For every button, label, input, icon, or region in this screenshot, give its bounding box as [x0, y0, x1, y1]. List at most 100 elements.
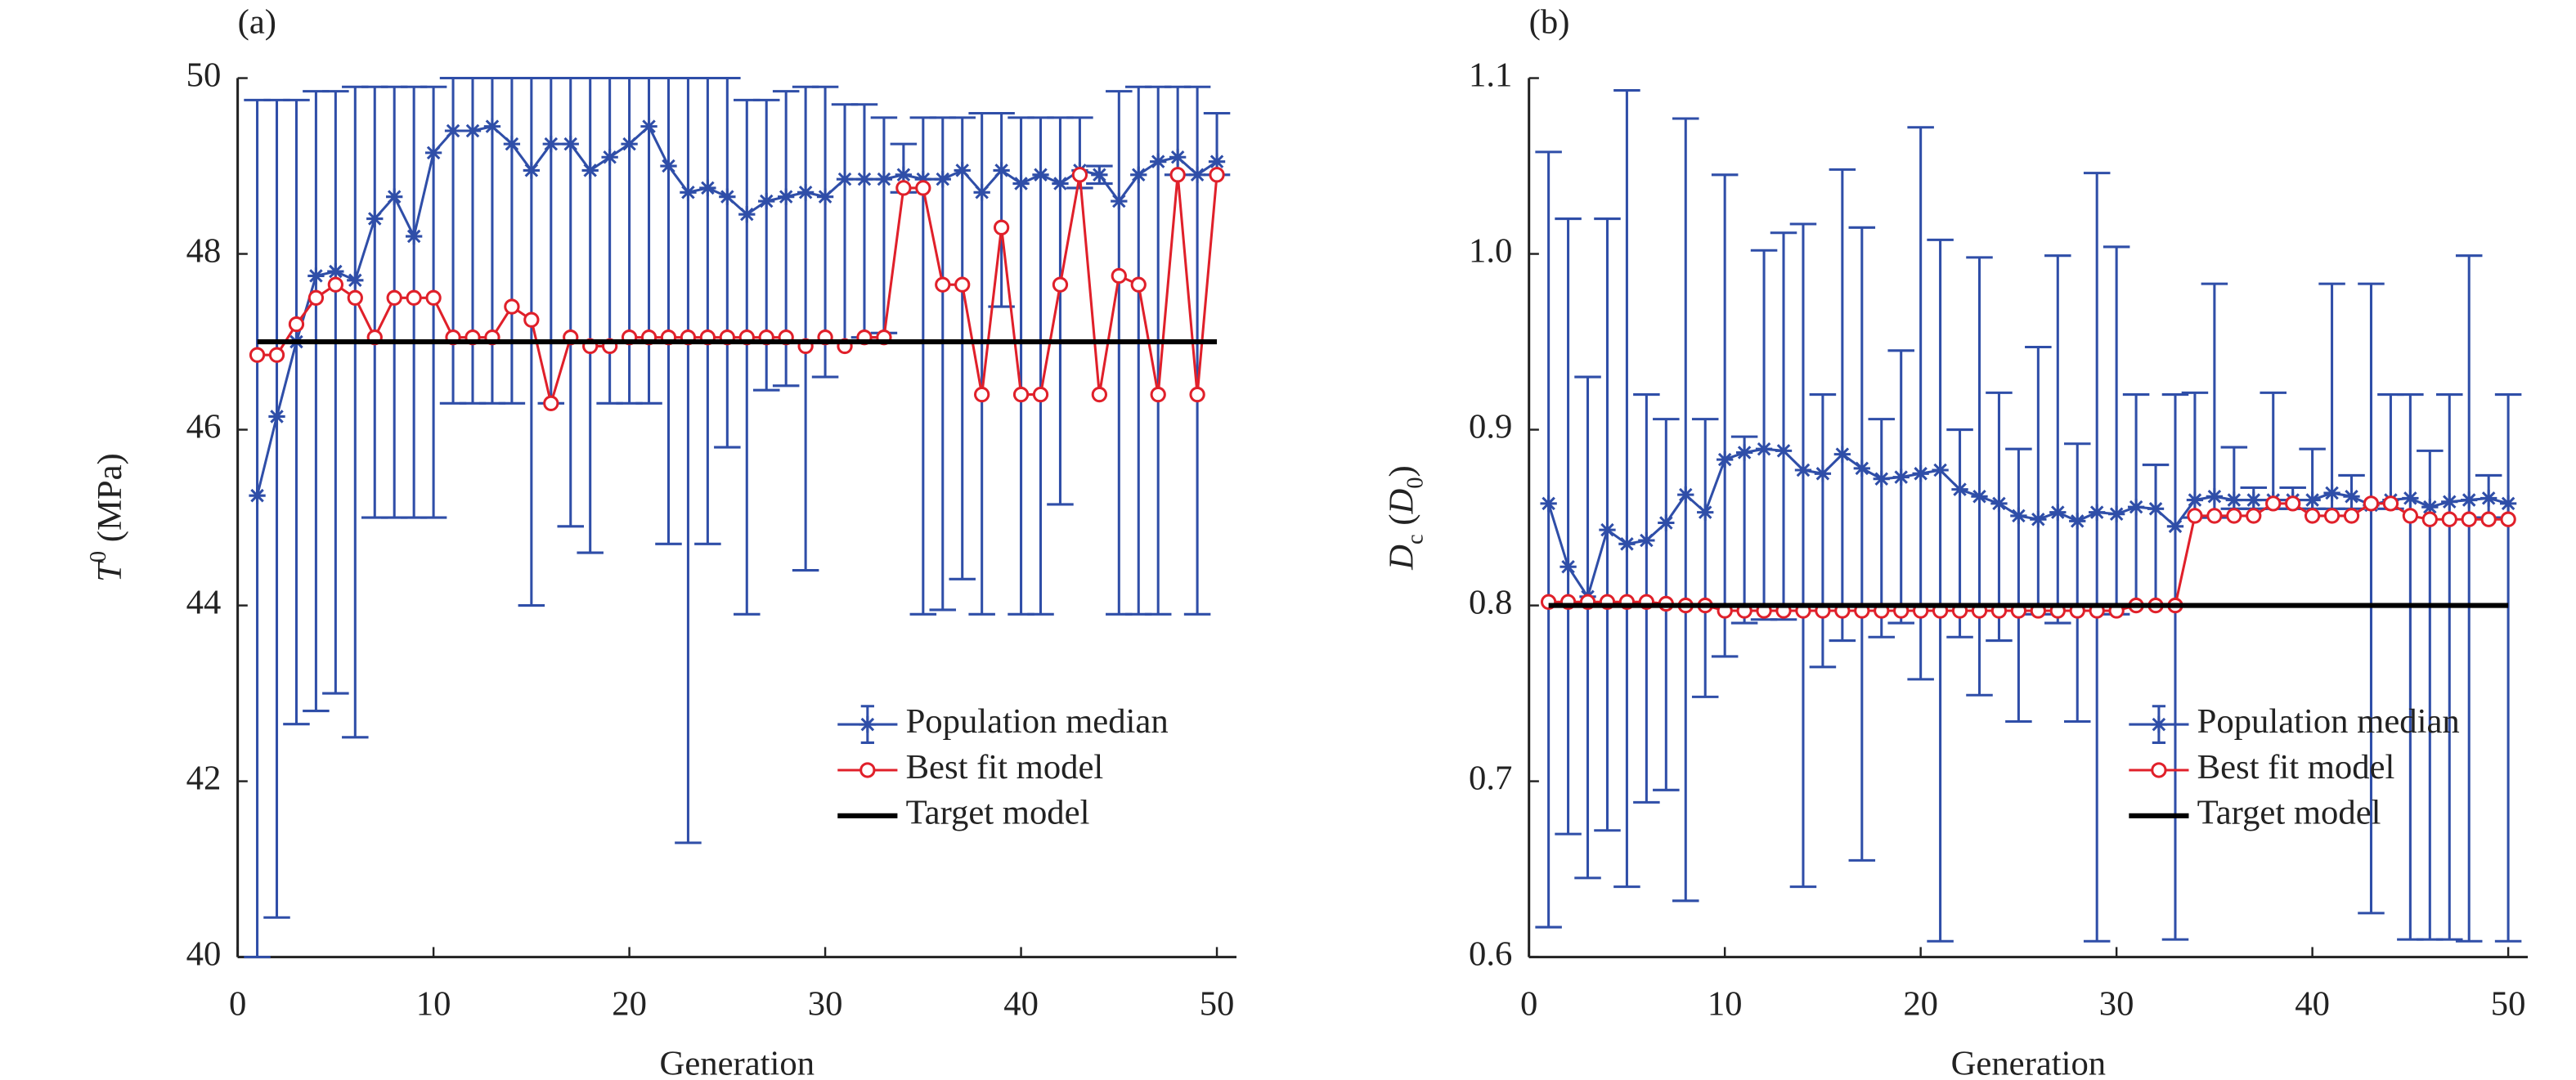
circle-marker: [2226, 508, 2242, 524]
circle-marker: [425, 289, 442, 306]
star-marker: [268, 408, 285, 425]
star-marker: [366, 210, 384, 227]
star-marker: [581, 162, 599, 179]
star-marker: [1755, 441, 1773, 458]
error-bar: [322, 90, 349, 695]
x-tick-label: 30: [808, 984, 843, 1023]
circle-marker: [523, 311, 540, 328]
error-bar: [949, 116, 976, 580]
star-marker: [2441, 493, 2458, 510]
series-line: [256, 124, 1218, 496]
error-bar: [1691, 418, 1719, 698]
star-marker: [1677, 486, 1694, 504]
star-marker: [836, 171, 854, 188]
y-tick-label: 42: [186, 759, 222, 797]
star-marker: [2049, 504, 2067, 521]
circle-marker: [2304, 508, 2321, 524]
error-bar: [1750, 249, 1778, 621]
error-bar: [714, 77, 741, 449]
error-bar: [1829, 168, 1856, 643]
star-marker: [503, 136, 521, 153]
circle-marker: [1209, 167, 1225, 183]
circle-marker: [2402, 508, 2419, 524]
y-axis-label-part: c: [1402, 534, 1428, 544]
error-bar: [988, 112, 1015, 308]
star-marker: [1912, 465, 1929, 482]
star-marker: [2323, 484, 2340, 502]
error-bar: [752, 98, 780, 392]
star-marker: [660, 157, 677, 175]
star-marker: [1971, 488, 1988, 505]
legend-label: Population median: [906, 702, 1169, 741]
star-marker: [307, 267, 325, 285]
error-bar: [1966, 256, 1993, 697]
star-marker: [621, 136, 638, 153]
error-bar: [303, 90, 330, 713]
star-marker: [934, 171, 951, 188]
circle-marker: [1150, 386, 1166, 403]
star-marker: [719, 188, 736, 205]
star-marker: [738, 206, 756, 223]
circle-marker: [1111, 267, 1127, 285]
star-marker: [1188, 166, 1206, 183]
circle-marker: [2500, 511, 2516, 527]
x-axis-label: Generation: [1951, 1045, 2107, 1080]
y-axis-label-part: D: [1382, 544, 1420, 571]
error-bar: [831, 103, 859, 343]
star-marker: [1873, 470, 1890, 487]
circle-marker: [307, 289, 325, 306]
error-bar: [1946, 428, 1973, 639]
star-marker: [1932, 461, 1949, 479]
error-bar: [1907, 126, 1934, 681]
star-marker: [386, 188, 403, 205]
star-marker: [993, 162, 1010, 179]
series-line: [1548, 502, 2509, 612]
star-marker: [954, 162, 971, 179]
star-marker: [816, 188, 834, 205]
star-marker: [249, 487, 266, 504]
error-bar: [850, 103, 878, 339]
circle-marker: [504, 298, 520, 315]
y-tick-label: 1.1: [1469, 56, 1512, 94]
star-marker: [875, 171, 893, 188]
star-marker: [1814, 465, 1832, 482]
circle-marker: [915, 180, 931, 196]
x-tick-label: 40: [1003, 984, 1039, 1023]
circle-marker: [386, 289, 402, 306]
star-marker: [973, 184, 990, 201]
star-marker: [778, 188, 795, 205]
error-bar: [870, 116, 898, 334]
panel: (b) 0.6 0.7 0.8 0.9 1.0 1.1 0 10 20 30 40 50 Generati…: [1382, 2, 2529, 1080]
star-marker: [1111, 192, 1128, 210]
y-axis-label-part: T: [91, 560, 129, 582]
star-marker: [2150, 715, 2168, 733]
error-bar: [1868, 418, 1896, 639]
error-bar: [2436, 393, 2463, 941]
panel-label: (b): [1529, 2, 1570, 41]
y-tick-label: 50: [186, 56, 222, 94]
star-marker: [1892, 468, 1910, 486]
star-marker: [1130, 166, 1147, 183]
star-marker: [523, 162, 541, 179]
star-marker: [542, 136, 559, 153]
x-axis-label: Generation: [660, 1045, 815, 1080]
star-marker: [1540, 495, 1557, 513]
error-bar: [792, 85, 819, 572]
star-marker: [758, 192, 775, 210]
circle-marker: [2323, 508, 2340, 524]
error-bar: [1106, 90, 1133, 616]
circle-marker: [2206, 508, 2223, 524]
circle-marker: [2382, 495, 2399, 512]
error-bar: [263, 98, 290, 919]
error-bar: [1027, 116, 1054, 616]
circle-marker: [859, 762, 876, 778]
star-marker: [1032, 166, 1049, 183]
star-marker: [1012, 175, 1030, 192]
error-bar: [1672, 117, 1699, 903]
circle-marker: [2363, 495, 2380, 512]
star-marker: [1091, 166, 1108, 183]
error-bar: [1927, 238, 1954, 943]
star-marker: [444, 122, 462, 140]
y-tick-label: 46: [186, 407, 222, 446]
y-tick-label: 0.7: [1469, 759, 1512, 797]
